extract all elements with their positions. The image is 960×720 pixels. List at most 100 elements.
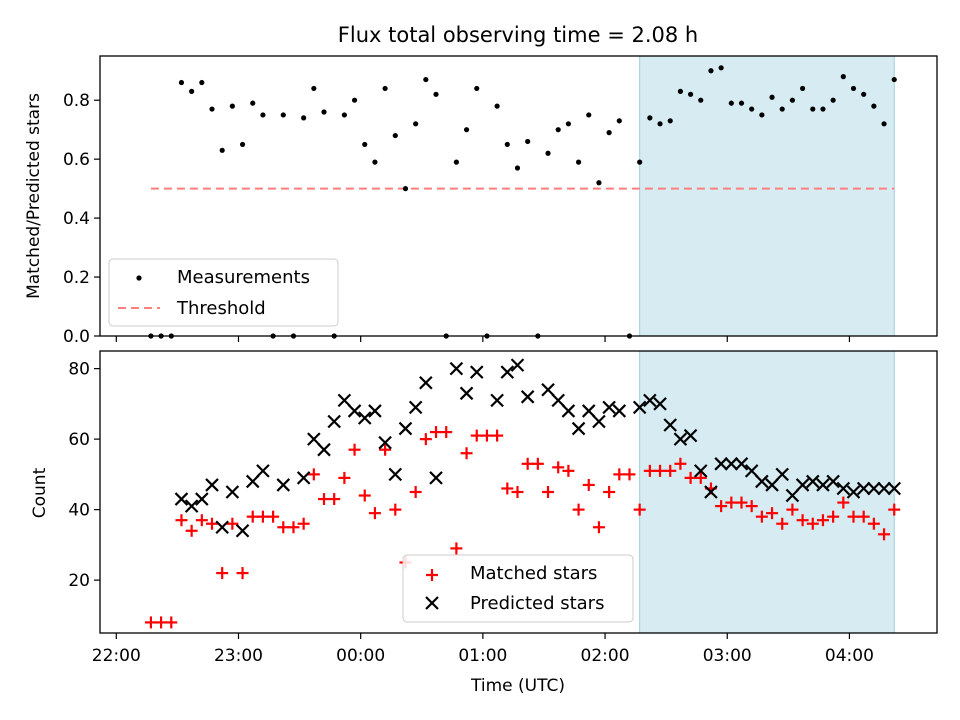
matched-star-point — [511, 486, 524, 498]
predicted-star-point — [571, 421, 586, 436]
predicted-star-point — [195, 492, 209, 506]
top-y-axis: 0.0 0.2 0.4 0.6 0.8 — [63, 91, 100, 347]
matched-star-point — [185, 524, 198, 537]
matched-star-point — [491, 429, 504, 442]
matched-star-point — [745, 500, 758, 513]
measurement-point — [189, 88, 195, 94]
predicted-star-point — [388, 467, 403, 482]
predicted-star-point — [602, 400, 616, 415]
measurement-point — [840, 74, 846, 80]
predicted-star-point — [296, 471, 311, 485]
measurement-point — [779, 106, 785, 112]
predicted-star-point — [256, 464, 270, 478]
matched-star-point — [643, 464, 656, 477]
matched-star-point — [674, 457, 687, 470]
matched-star-point — [623, 468, 636, 481]
predicted-star-point — [816, 478, 830, 492]
measurement-point — [565, 121, 571, 127]
predicted-star-point — [337, 393, 352, 408]
matched-star-point — [430, 426, 443, 439]
measurement-point — [718, 65, 724, 71]
matched-star-point — [542, 486, 555, 498]
matched-star-point — [786, 503, 799, 516]
predicted-star-point — [419, 375, 433, 390]
measurement-point — [413, 121, 419, 127]
measurement-point — [382, 85, 388, 92]
matched-star-point — [857, 510, 870, 523]
predicted-star-point — [755, 474, 769, 489]
measurement-point — [799, 85, 806, 92]
matched-star-point — [246, 510, 259, 523]
top-panel: 0.00.20.40.60.8 Matched/Predicted stars … — [24, 55, 938, 347]
legend-measurements-label: Measurements — [177, 267, 310, 288]
predicted-star-point — [683, 428, 698, 443]
y-tick-label: 0.4 — [63, 209, 90, 229]
chart-title: Flux total observing time = 2.08 h — [338, 23, 698, 47]
measurement-point — [178, 79, 185, 86]
measurement-point — [555, 127, 561, 133]
matched-star-point — [440, 426, 453, 439]
predicted-star-point — [714, 457, 728, 471]
predicted-star-point — [225, 485, 240, 499]
predicted-star-point — [693, 464, 708, 478]
predicted-star-point — [846, 485, 861, 499]
measurement-point — [199, 79, 205, 86]
matched-star-point — [806, 517, 819, 530]
measurement-point — [738, 100, 745, 106]
y-tick-label: 0.0 — [63, 327, 90, 347]
predicted-star-point — [184, 499, 199, 513]
predicted-star-point — [215, 520, 229, 535]
matched-star-point — [216, 567, 229, 580]
matched-star-point — [796, 514, 809, 527]
matched-star-point — [175, 514, 188, 527]
matched-star-point — [328, 493, 341, 506]
predicted-star-point — [805, 474, 820, 489]
bottom-panel: 20 40 60 80 22:00 23:00 00:00 01:00 02:00 03:00 0… — [30, 350, 938, 696]
predicted-star-point — [500, 365, 515, 379]
predicted-star-point — [235, 523, 250, 538]
x-tick-label: 01:00 — [458, 646, 507, 666]
predicted-star-point — [368, 404, 382, 418]
measurement-point — [891, 76, 897, 83]
matched-star-point — [664, 464, 677, 477]
top-plot-frame — [99, 55, 938, 337]
matched-star-point — [419, 433, 432, 446]
predicted-star-point — [836, 481, 851, 496]
matched-star-point — [776, 517, 789, 530]
matched-star-point — [165, 616, 178, 629]
predicted-star-point — [357, 411, 372, 425]
legend-predicted-marker — [425, 596, 439, 610]
predicted-star-point — [459, 386, 474, 401]
matched-star-point — [827, 510, 840, 523]
measurement-point — [861, 91, 867, 97]
matched-star-point — [318, 493, 331, 506]
matched-star-point — [725, 496, 738, 509]
measurement-point — [769, 94, 775, 100]
predicted-star-point — [561, 404, 576, 418]
matched-star-point — [867, 517, 880, 530]
predicted-star-point — [317, 442, 331, 457]
predicted-star-point — [887, 481, 902, 496]
top-legend-box — [108, 258, 339, 327]
y-tick-label: 40 — [68, 501, 90, 521]
measurement-point — [321, 109, 327, 115]
top-highlight-span — [639, 55, 895, 337]
bottom-y-axis: 20 40 60 80 — [68, 360, 100, 591]
predicted-star-point — [307, 432, 321, 446]
measurement-point — [351, 97, 358, 103]
measurement-point — [402, 186, 409, 192]
matched-star-point — [654, 464, 667, 477]
matched-star-point — [409, 486, 422, 498]
predicted-star-point — [408, 400, 423, 415]
predicted-star-point — [520, 390, 535, 404]
y-tick-label: 60 — [68, 430, 90, 450]
predicted-star-point — [643, 393, 657, 408]
measurement-point — [749, 106, 755, 112]
matched-star-point — [206, 517, 219, 530]
measurement-point — [219, 147, 225, 153]
predicted-star-point — [429, 471, 443, 485]
matched-star-point — [338, 471, 351, 484]
measurement-point — [871, 103, 877, 109]
matched-star-point — [531, 457, 544, 470]
measurement-point — [514, 165, 521, 171]
